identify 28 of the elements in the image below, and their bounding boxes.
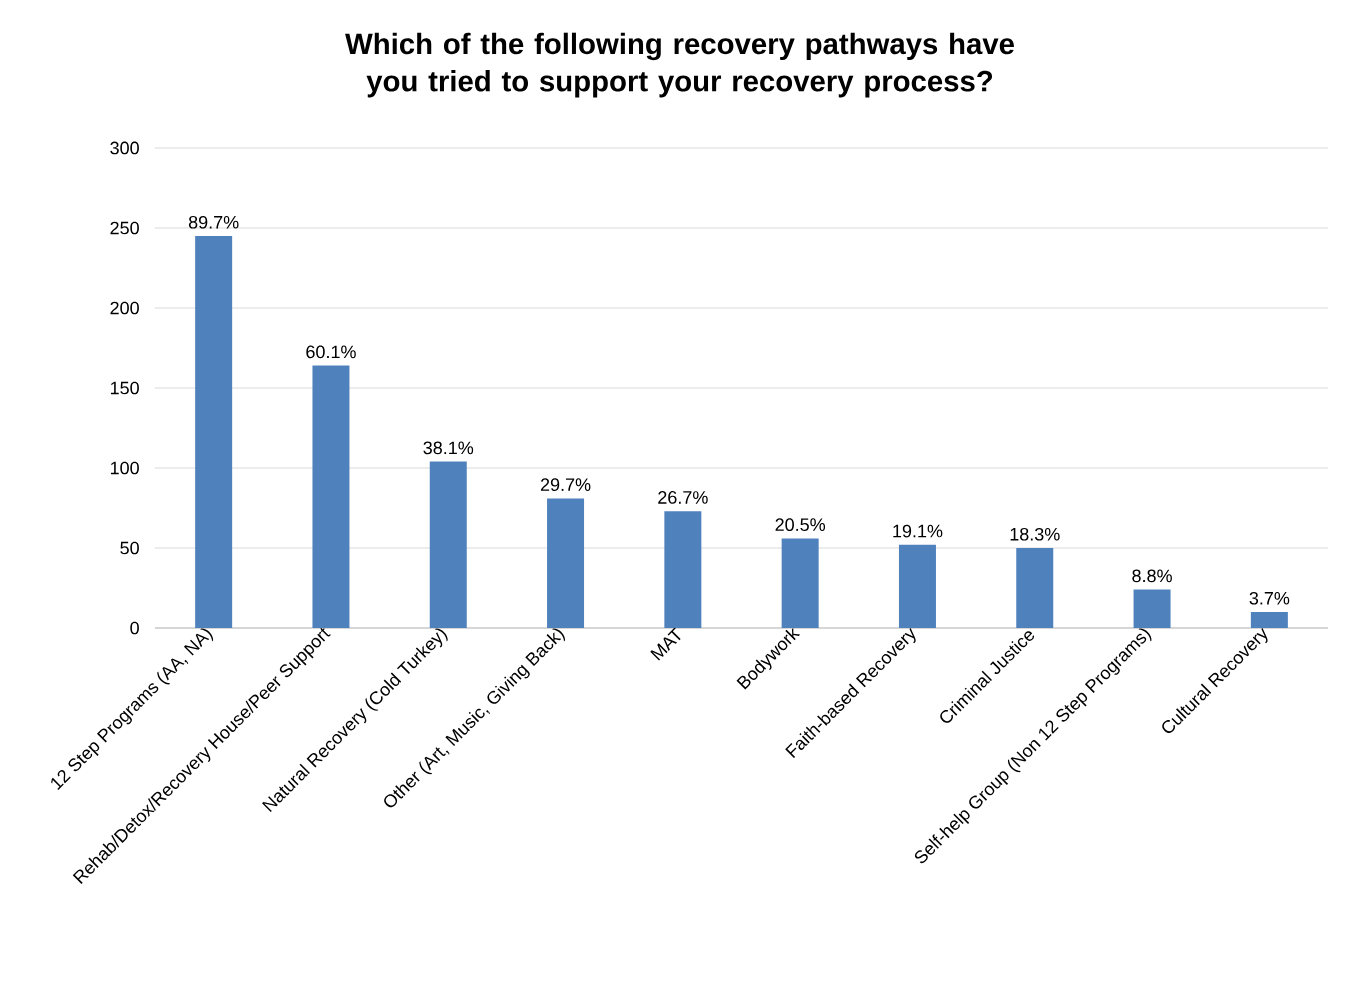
annotation: 20.5%	[775, 518, 826, 532]
y-tick-label: 100	[110, 461, 139, 475]
annotation: 89.7%	[188, 215, 239, 229]
annotation: 38.1%	[423, 441, 474, 455]
bar	[1133, 589, 1171, 628]
annotation: 26.7%	[658, 491, 708, 504]
bar	[898, 544, 936, 628]
y-tick-label: 300	[110, 141, 139, 155]
y-tick-label: 50	[120, 541, 139, 555]
y-tick-label: 200	[110, 301, 139, 315]
bar	[195, 235, 233, 628]
bar	[312, 365, 350, 628]
bar	[1250, 612, 1288, 628]
bar	[781, 538, 819, 628]
bar	[547, 498, 585, 628]
chart-title: Which of the following recovery pathways have you tried to support your recovery process?	[345, 32, 1014, 98]
annotation: 3.7%	[1249, 591, 1290, 605]
bar	[664, 511, 702, 628]
annotation: 29.7%	[540, 478, 591, 492]
annotation: 19.1%	[893, 524, 943, 538]
y-tick-label: 0	[130, 621, 139, 635]
bar	[1016, 548, 1054, 628]
annotation: 8.8%	[1132, 569, 1172, 583]
y-tick-label: 150	[110, 381, 139, 395]
bar	[429, 461, 467, 628]
annotation: 18.3%	[1010, 527, 1060, 541]
annotation: 60.1%	[306, 345, 356, 359]
y-tick-label: 250	[110, 221, 139, 235]
